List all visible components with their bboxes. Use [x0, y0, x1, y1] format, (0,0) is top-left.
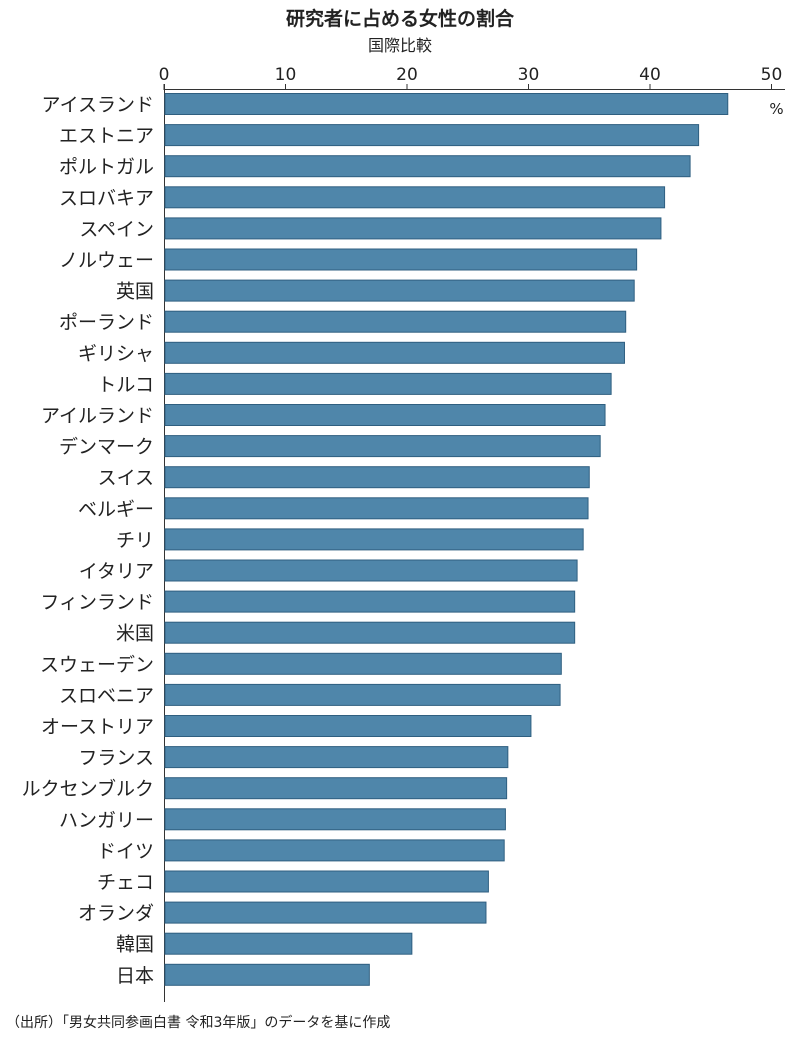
category-label: デンマーク [59, 436, 154, 458]
x-tick-label: 50 [761, 65, 783, 85]
category-label: ルクセンブルク [22, 777, 154, 800]
bar [164, 932, 413, 955]
unit-label: % [769, 100, 783, 118]
category-label: アイスランド [42, 94, 154, 116]
x-tick-label: 30 [518, 65, 540, 85]
category-label: ハンガリー [59, 809, 154, 831]
category-label: スイス [98, 467, 154, 489]
category-label: 日本 [116, 965, 154, 987]
bar [164, 590, 576, 613]
category-label: スペイン [79, 218, 154, 240]
source-note: （出所）「男女共同参画白書 令和3年版」のデータを基に作成 [6, 1015, 391, 1031]
bar [164, 901, 487, 924]
bar [164, 652, 562, 675]
bar [164, 777, 508, 800]
category-label: チリ [116, 529, 154, 551]
x-tick-label: 10 [275, 65, 297, 85]
bar [164, 715, 532, 737]
chart-title: 研究者に占める女性の割合 [285, 8, 514, 30]
bar [164, 186, 666, 209]
bar [164, 124, 700, 147]
category-label: イタリア [79, 561, 154, 583]
category-label: ギリシャ [78, 343, 154, 365]
category-label: ノルウェー [59, 250, 154, 272]
bar [164, 341, 625, 364]
bar [164, 404, 606, 426]
category-label: フランス [78, 747, 154, 769]
category-label: トルコ [97, 374, 154, 396]
category-label: 英国 [116, 281, 154, 303]
bar [164, 683, 561, 706]
bar [164, 279, 635, 302]
category-label: スロバキア [59, 187, 154, 209]
bar [164, 621, 576, 644]
bar [164, 839, 505, 862]
bar [164, 310, 627, 333]
bar [164, 808, 506, 831]
bar [164, 93, 729, 115]
x-tick-label: 0 [159, 65, 170, 85]
category-label: フィンランド [40, 592, 154, 614]
category-label: ドイツ [97, 840, 154, 862]
category-label: ポーランド [59, 312, 154, 334]
bar [164, 870, 489, 893]
bar [164, 528, 584, 551]
category-label: アイルランド [41, 405, 154, 427]
bar [164, 217, 662, 240]
x-tick-label: 40 [639, 65, 661, 85]
bar [164, 466, 590, 489]
category-label: 韓国 [116, 934, 154, 956]
category-label: スウェーデン [40, 654, 154, 676]
category-label: ポルトガル [59, 156, 154, 178]
bar [164, 559, 578, 582]
category-label: スロベニア [59, 685, 154, 707]
bar [164, 497, 589, 520]
bar [164, 746, 509, 769]
category-label: オランダ [78, 903, 154, 925]
category-label: エストニア [59, 125, 154, 147]
category-label: オーストリア [41, 716, 154, 738]
bar [164, 435, 601, 458]
category-label: ベルギー [78, 498, 154, 520]
bar [164, 963, 370, 986]
category-label: チェコ [97, 872, 154, 894]
x-tick-label: 20 [396, 65, 418, 85]
chart-subtitle: 国際比較 [367, 36, 432, 55]
bar [164, 248, 638, 271]
bar [164, 372, 612, 395]
bar [164, 155, 691, 178]
category-label: 米国 [116, 623, 154, 645]
